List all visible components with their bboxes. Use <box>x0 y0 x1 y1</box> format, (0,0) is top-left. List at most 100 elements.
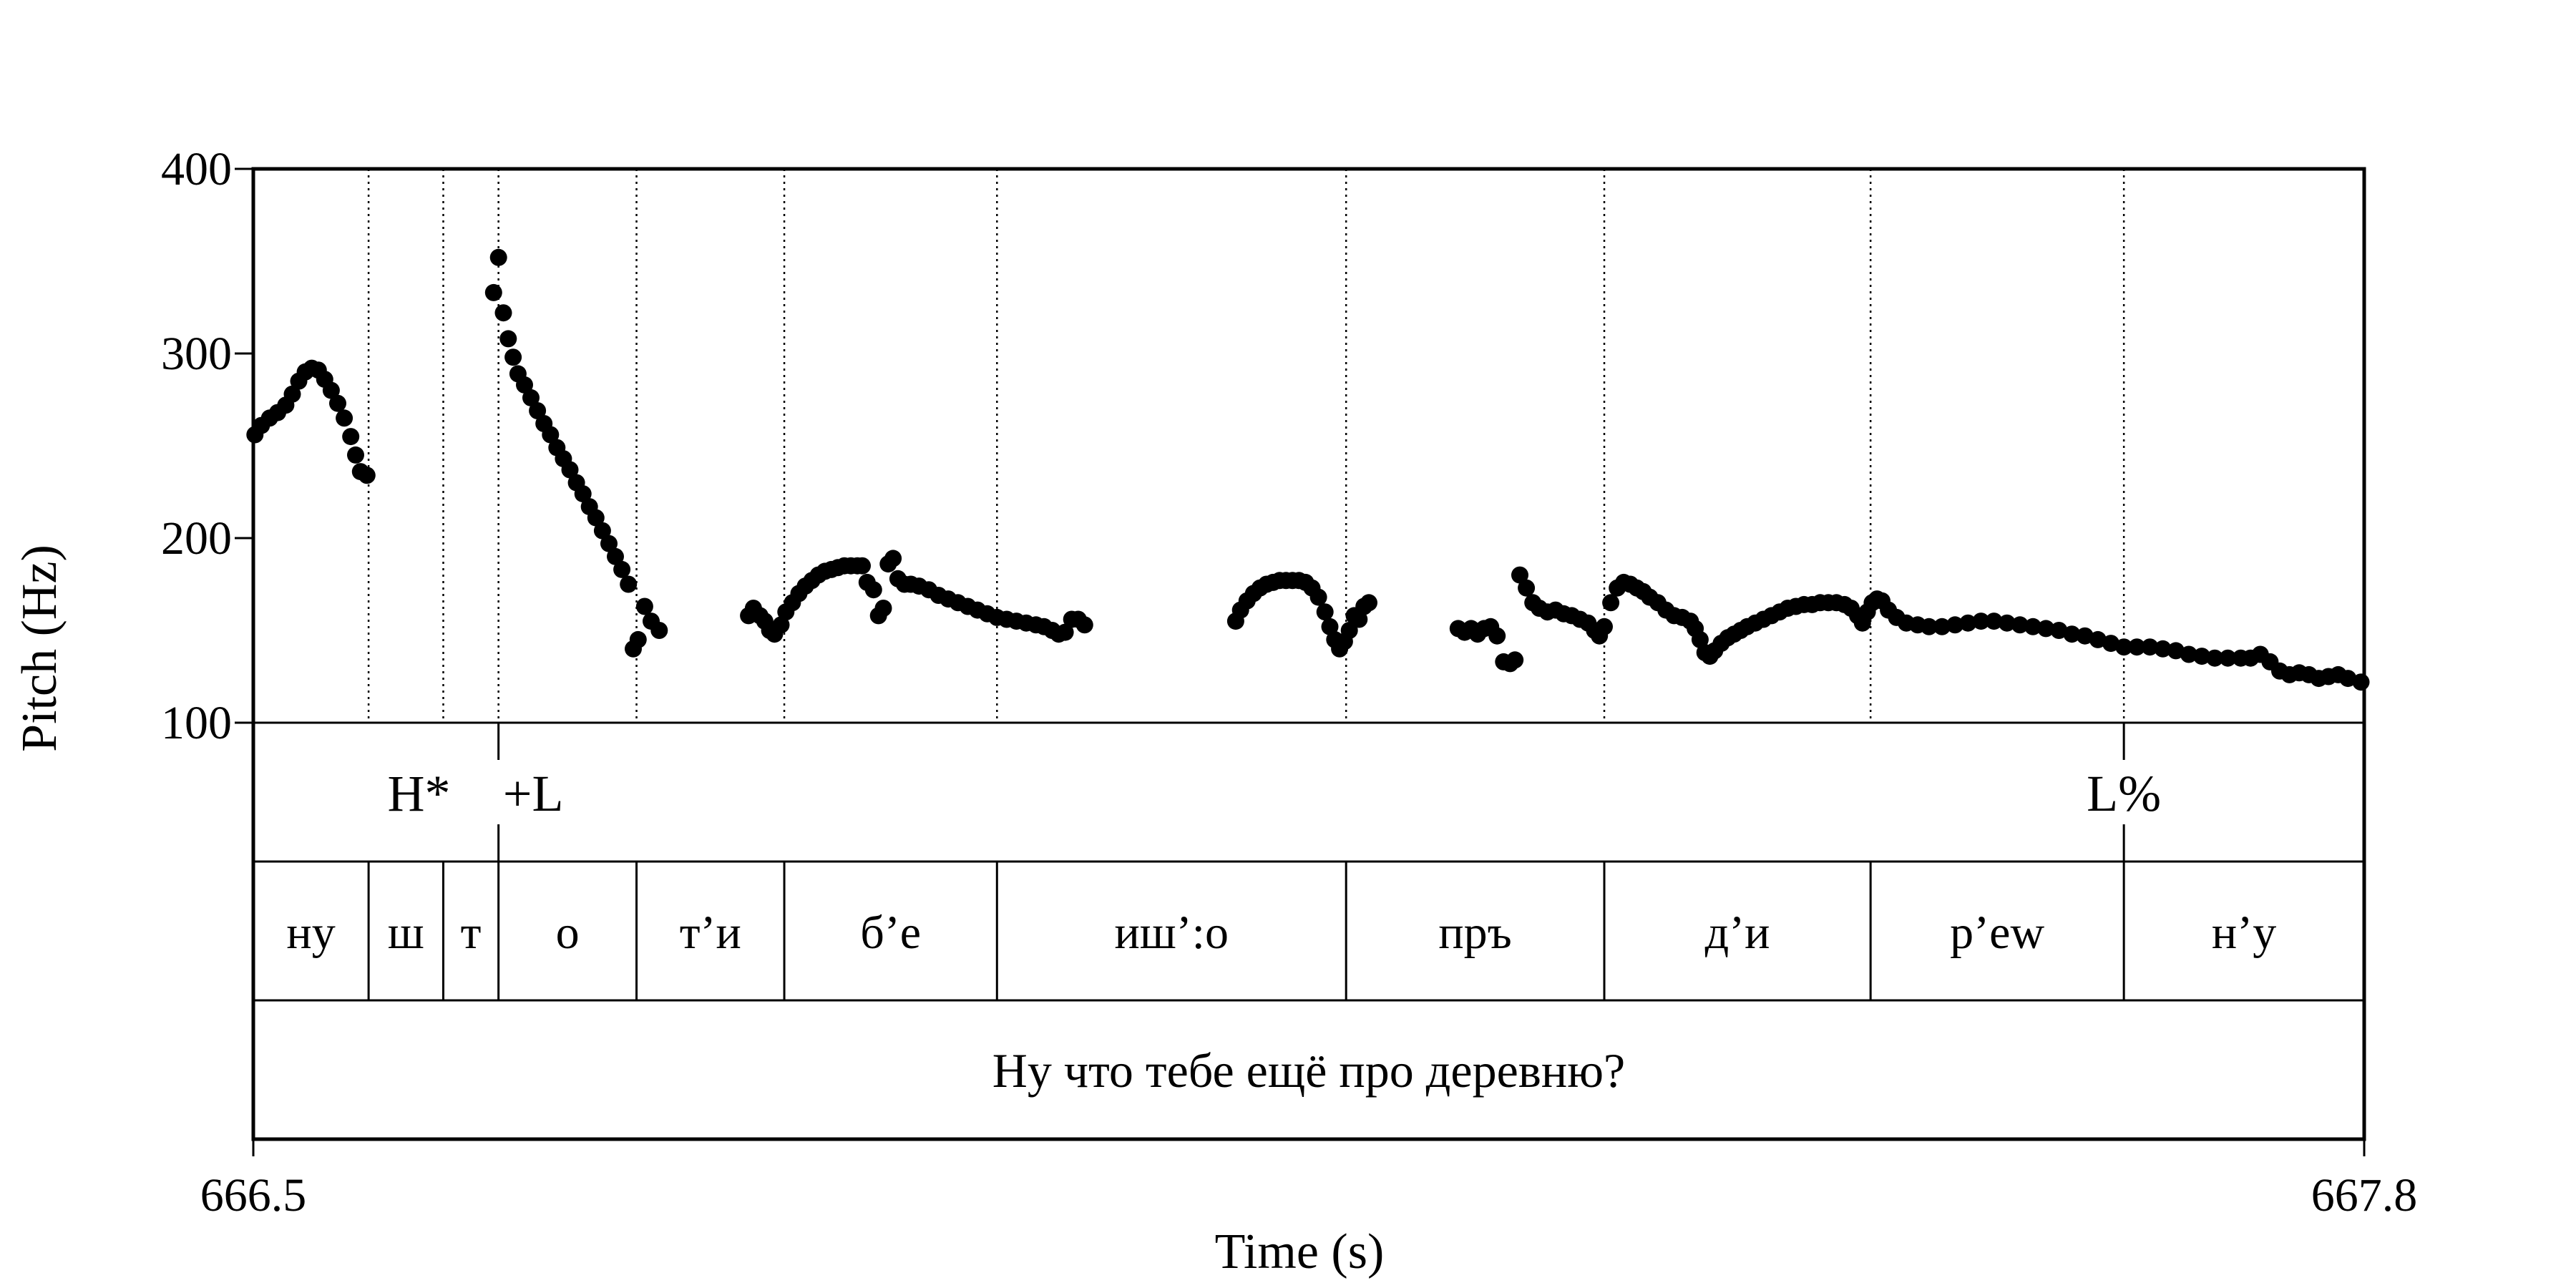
pitch-point <box>2050 622 2068 639</box>
pitch-point <box>1360 594 1377 612</box>
y-axis-ticks: 100 200 300 400 <box>161 143 253 749</box>
annotation-tiers: H* +L L% ну ш т о т’и б’е иш’:о пръ д’и р’ew н’у Ну чт… <box>286 765 2276 1098</box>
x-tick-label: 666.5 <box>200 1169 307 1221</box>
pitch-point <box>1506 651 1524 669</box>
syllable-label: о <box>556 907 580 959</box>
tone-label: L% <box>2087 765 2161 822</box>
pitch-point <box>600 535 618 552</box>
pitch-point <box>2154 640 2172 658</box>
plot-frame <box>251 167 2366 1141</box>
syllable-label: б’е <box>860 907 921 959</box>
syllable-label: н’у <box>2212 907 2276 959</box>
pitch-point <box>1959 614 1977 632</box>
syllable-label: пръ <box>1438 907 1511 959</box>
pitch-point <box>1596 618 1613 635</box>
pitch-point <box>2063 625 2081 643</box>
syllable-label: д’и <box>1705 907 1770 959</box>
sentence-label: Ну что тебе ещё про деревню? <box>992 1043 1625 1098</box>
syllable-label: р’ew <box>1950 907 2044 959</box>
pitch-point <box>542 426 560 444</box>
pitch-point <box>1985 613 2003 630</box>
pitch-point <box>613 560 631 578</box>
pitch-point <box>635 597 653 615</box>
x-tick-label: 667.8 <box>2311 1169 2418 1221</box>
y-axis-title: Pitch (Hz) <box>12 545 67 752</box>
pitch-point <box>884 550 902 567</box>
syllable-boundaries <box>367 169 2125 1000</box>
pitch-point <box>358 467 376 484</box>
pitch-point <box>322 381 340 399</box>
pitch-point <box>2011 616 2029 634</box>
pitch-point <box>1998 614 2016 632</box>
pitch-point <box>607 547 624 565</box>
syllable-label: ш <box>388 907 424 959</box>
syllable-label: ну <box>286 907 335 959</box>
pitch-point <box>2128 638 2146 656</box>
pitch-point <box>561 461 579 479</box>
pitch-point <box>1350 610 1368 628</box>
y-tick-label: 300 <box>161 328 232 380</box>
pitch-point <box>1340 622 1358 639</box>
pitch-point <box>1316 603 1334 621</box>
pitch-point <box>2206 649 2224 667</box>
syllable-label: иш’:о <box>1115 907 1229 959</box>
pitch-point <box>629 630 647 648</box>
pitch-point <box>484 283 502 301</box>
syllable-label: т <box>461 907 482 959</box>
pitch-point <box>620 575 638 593</box>
pitch-point <box>854 557 871 575</box>
pitch-point <box>1488 627 1506 645</box>
pitch-point <box>1511 566 1528 584</box>
pitch-point <box>2037 620 2055 638</box>
pitch-point <box>529 402 547 419</box>
pitch-point <box>1972 613 1990 630</box>
pitch-point <box>874 600 892 617</box>
pitch-point <box>499 330 517 348</box>
pitch-point <box>1518 579 1536 597</box>
x-axis-ticks: 666.5 667.8 <box>200 1139 2418 1221</box>
syllable-label: т’и <box>680 907 741 959</box>
pitch-point <box>1933 618 1951 635</box>
pitch-point <box>2141 638 2159 656</box>
pitch-point <box>489 248 507 266</box>
plot-border <box>251 167 2366 1141</box>
pitch-point <box>2024 618 2042 635</box>
pitch-points <box>246 248 2370 691</box>
pitch-point <box>2193 648 2211 665</box>
pitch-point <box>2180 645 2197 663</box>
pitch-point <box>336 409 353 427</box>
pitch-point <box>2352 673 2370 691</box>
pitch-point <box>864 581 882 599</box>
pitch-point <box>522 389 540 406</box>
pitch-point <box>574 485 592 503</box>
pitch-point <box>504 348 522 366</box>
pitch-point <box>2089 630 2107 648</box>
tone-label: H* <box>387 765 450 822</box>
pitch-point <box>1920 618 1938 635</box>
pitch-point <box>283 385 301 403</box>
pitch-point <box>329 394 346 412</box>
pitch-point <box>1691 630 1709 648</box>
x-axis-title: Time (s) <box>1215 1224 1385 1279</box>
pitch-point <box>1075 616 1093 634</box>
pitch-point <box>650 622 668 639</box>
y-tick-label: 200 <box>161 512 232 565</box>
y-tick-label: 100 <box>161 697 232 749</box>
pitch-point <box>494 304 512 322</box>
pitch-point <box>2339 670 2357 688</box>
pitch-point <box>2115 638 2133 656</box>
tone-label: +L <box>503 765 564 822</box>
pitch-point <box>2219 649 2237 667</box>
pitch-point <box>342 428 360 446</box>
pitch-point <box>2102 635 2119 653</box>
pitch-point <box>347 446 364 464</box>
pitch-point <box>1056 623 1074 641</box>
y-tick-label: 400 <box>161 143 232 195</box>
pitch-point <box>1946 616 1964 634</box>
pitch-point <box>1321 618 1339 635</box>
pitch-point <box>593 522 611 540</box>
pitch-point <box>2167 642 2185 660</box>
pitch-point <box>772 616 790 634</box>
pitch-point <box>516 376 533 394</box>
